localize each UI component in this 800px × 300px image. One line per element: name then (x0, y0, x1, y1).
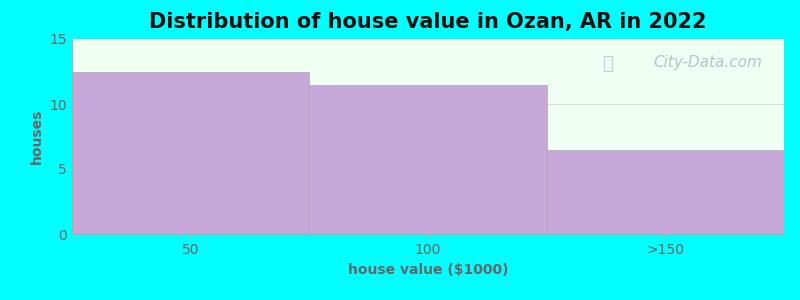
Text: City-Data.com: City-Data.com (654, 55, 762, 70)
X-axis label: house value ($1000): house value ($1000) (348, 262, 508, 277)
Bar (72, 71, 310, 234)
Text: ⓘ: ⓘ (602, 55, 613, 73)
Y-axis label: houses: houses (30, 109, 44, 164)
Bar (310, 85, 546, 234)
Bar (546, 149, 784, 234)
Title: Distribution of house value in Ozan, AR in 2022: Distribution of house value in Ozan, AR … (150, 12, 706, 32)
